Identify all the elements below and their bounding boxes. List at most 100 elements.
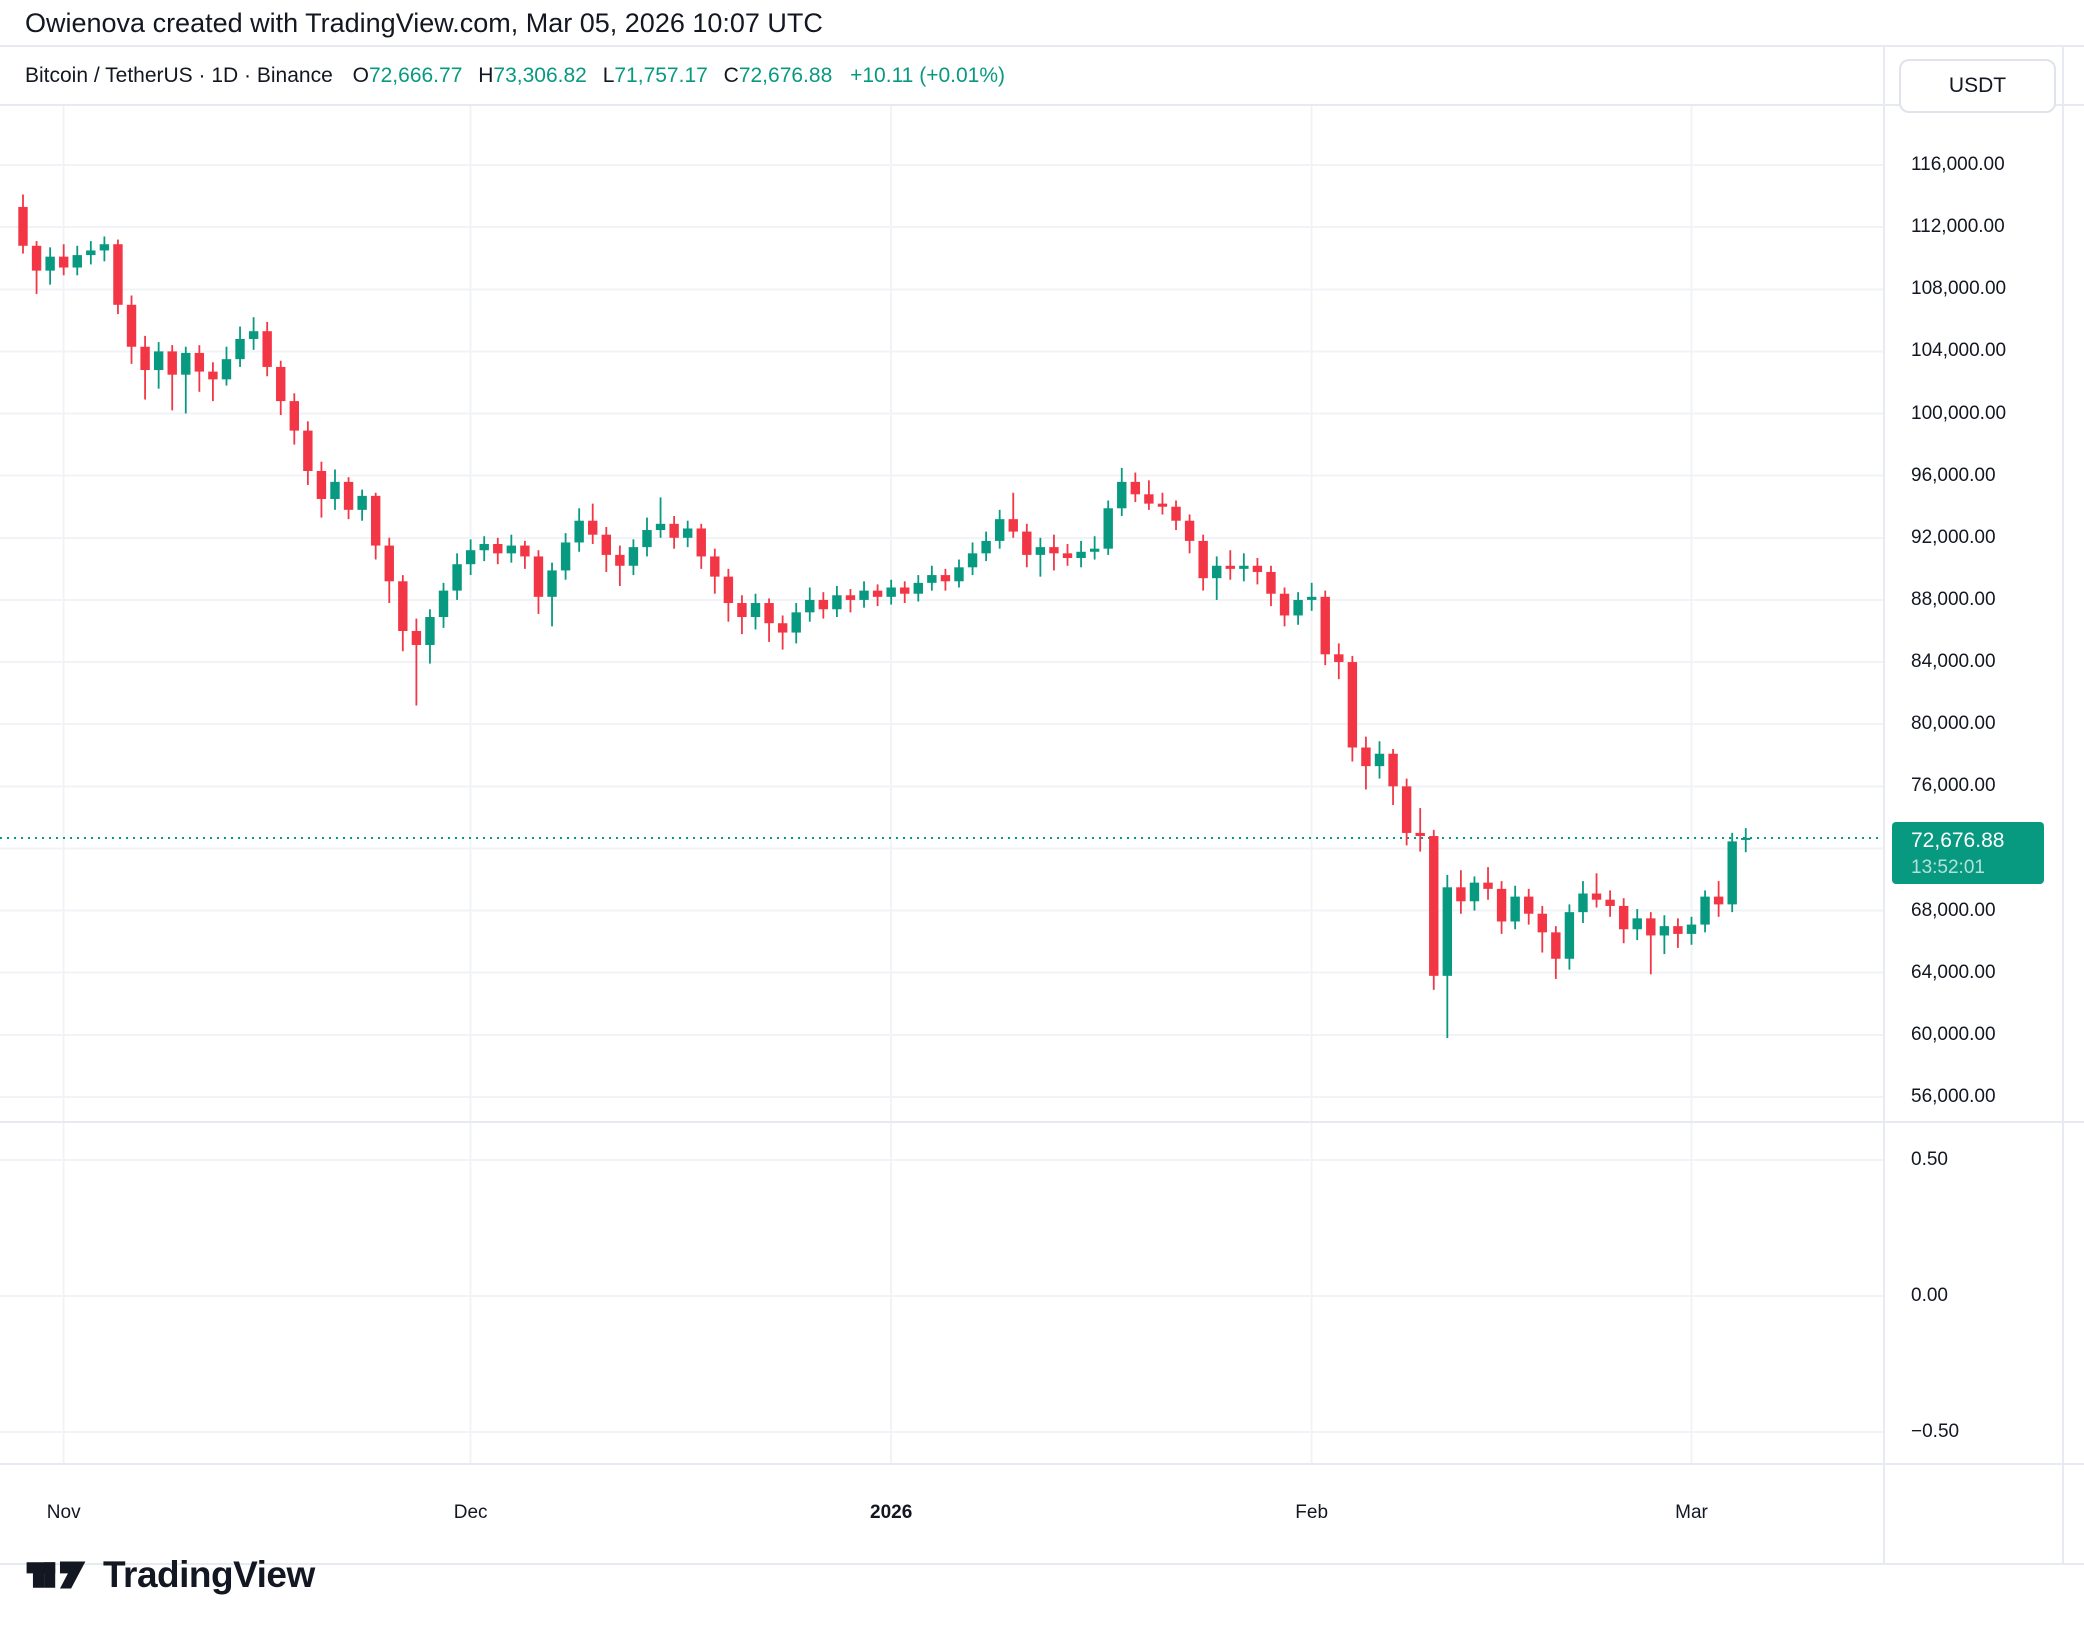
price-axis-label: 96,000.00 bbox=[1911, 464, 1996, 486]
time-axis[interactable]: Nov Dec 2026 Feb Mar bbox=[0, 1464, 1884, 1564]
candle-body bbox=[1591, 893, 1602, 900]
candle-body bbox=[1442, 887, 1453, 976]
candle-body bbox=[1144, 494, 1154, 504]
candle-body bbox=[262, 331, 272, 367]
time-axis-label: Dec bbox=[453, 1502, 488, 1523]
candle-body bbox=[1184, 520, 1195, 541]
candle-body bbox=[845, 595, 856, 600]
tradingview-logo-text: TradingView bbox=[103, 1554, 315, 1595]
candle-body bbox=[1008, 519, 1018, 532]
price-axis-label: 104,000.00 bbox=[1911, 340, 2007, 362]
candle-body bbox=[1673, 926, 1683, 934]
price-axis-label: 116,000.00 bbox=[1911, 154, 2005, 175]
candle-body bbox=[167, 351, 177, 375]
open-value: 72,666.77 bbox=[368, 64, 463, 87]
candle-body bbox=[994, 519, 1005, 541]
price-axis-label: 60,000.00 bbox=[1911, 1023, 1996, 1045]
candle-body bbox=[1266, 571, 1276, 594]
candle-body bbox=[588, 520, 598, 535]
candle-body bbox=[357, 495, 367, 510]
candle-body bbox=[696, 528, 706, 557]
candle-body bbox=[411, 631, 422, 645]
candle-body bbox=[805, 599, 815, 613]
candle-body bbox=[72, 255, 82, 268]
currency-unit-button[interactable]: USDT bbox=[1899, 59, 2056, 113]
candle-body bbox=[1713, 896, 1724, 905]
candle-body bbox=[1103, 508, 1113, 549]
candle-body bbox=[1564, 912, 1575, 959]
low-label: L bbox=[602, 64, 615, 87]
candle-body bbox=[628, 547, 639, 566]
price-axis-label: 76,000.00 bbox=[1911, 775, 1996, 797]
candle-body bbox=[45, 256, 55, 271]
indicator-axis-label: 0.00 bbox=[1911, 1285, 1948, 1306]
candle-body bbox=[682, 528, 693, 538]
candle-body bbox=[574, 520, 584, 543]
candle-body bbox=[1279, 593, 1290, 616]
candle-body bbox=[981, 540, 991, 554]
candle-body bbox=[832, 595, 842, 610]
candle-body bbox=[1252, 565, 1263, 572]
symbol-title[interactable]: Bitcoin / TetherUS · 1D · Binance bbox=[25, 64, 333, 87]
tradingview-logo[interactable]: TradingView bbox=[25, 1552, 315, 1598]
candle-body bbox=[1741, 837, 1751, 840]
candle-body bbox=[1401, 786, 1412, 833]
candle-body bbox=[194, 352, 205, 372]
candle-body bbox=[276, 366, 286, 402]
time-axis-label: Nov bbox=[46, 1502, 81, 1523]
price-axis[interactable]: 116,000.00 112,000.00 108,000.00 104,000.00… bbox=[1884, 105, 2084, 1122]
candle-body bbox=[601, 534, 611, 555]
candle-body bbox=[126, 304, 137, 347]
candle-body bbox=[1171, 506, 1181, 521]
candle-body bbox=[520, 545, 530, 557]
candle-body bbox=[18, 206, 28, 246]
candle-body bbox=[1483, 882, 1493, 889]
time-axis-label: Mar bbox=[1675, 1502, 1708, 1523]
price-axis-label: 112,000.00 bbox=[1911, 216, 2005, 238]
candle-body bbox=[655, 523, 666, 531]
candle-body bbox=[1022, 531, 1032, 555]
candle-body bbox=[1700, 896, 1710, 925]
candle-body bbox=[1212, 565, 1222, 579]
candle-body bbox=[560, 542, 571, 571]
candle-body bbox=[737, 603, 747, 618]
candle-body bbox=[1035, 547, 1046, 555]
candle-body bbox=[1225, 565, 1235, 569]
candle-body bbox=[140, 346, 150, 371]
current-price-badge[interactable]: 72,676.88 13:52:01 bbox=[1892, 822, 2044, 884]
chart-legend: Bitcoin / TetherUS · 1D · Binance O72,66… bbox=[25, 46, 1005, 105]
open-label: O bbox=[352, 64, 369, 87]
candle-body bbox=[425, 617, 435, 645]
candle-body bbox=[1062, 553, 1073, 558]
low-value: 71,757.17 bbox=[614, 64, 708, 87]
candle-body bbox=[764, 603, 774, 624]
candle-body bbox=[642, 530, 652, 548]
candle-body bbox=[1117, 481, 1127, 509]
candle-body bbox=[1578, 893, 1588, 913]
candle-body bbox=[886, 587, 896, 597]
price-axis-label: 56,000.00 bbox=[1911, 1086, 1996, 1107]
candle-body bbox=[954, 567, 964, 582]
candle-body bbox=[181, 352, 191, 375]
candle-body bbox=[1334, 654, 1344, 663]
candle-body bbox=[1510, 896, 1520, 922]
candle-body bbox=[1347, 662, 1358, 748]
candle-body bbox=[99, 244, 110, 251]
candle-body bbox=[1076, 551, 1086, 558]
candle-body bbox=[479, 544, 489, 551]
candle-body bbox=[1388, 753, 1398, 787]
candle-body bbox=[343, 481, 354, 510]
candle-body bbox=[1605, 899, 1615, 906]
candle-body bbox=[58, 256, 69, 268]
candle-body bbox=[1157, 503, 1168, 507]
indicator-axis[interactable]: 0.50 0.00 −0.50 bbox=[1884, 1122, 2084, 1464]
indicator-axis-label: −0.50 bbox=[1911, 1421, 1960, 1442]
candle-body bbox=[1456, 887, 1466, 902]
candle-body bbox=[1618, 905, 1629, 930]
candle-body bbox=[1320, 596, 1330, 655]
candle-body bbox=[1089, 548, 1100, 552]
candle-body bbox=[1659, 926, 1670, 936]
candle-body bbox=[316, 471, 327, 499]
candle-body bbox=[1646, 918, 1656, 936]
